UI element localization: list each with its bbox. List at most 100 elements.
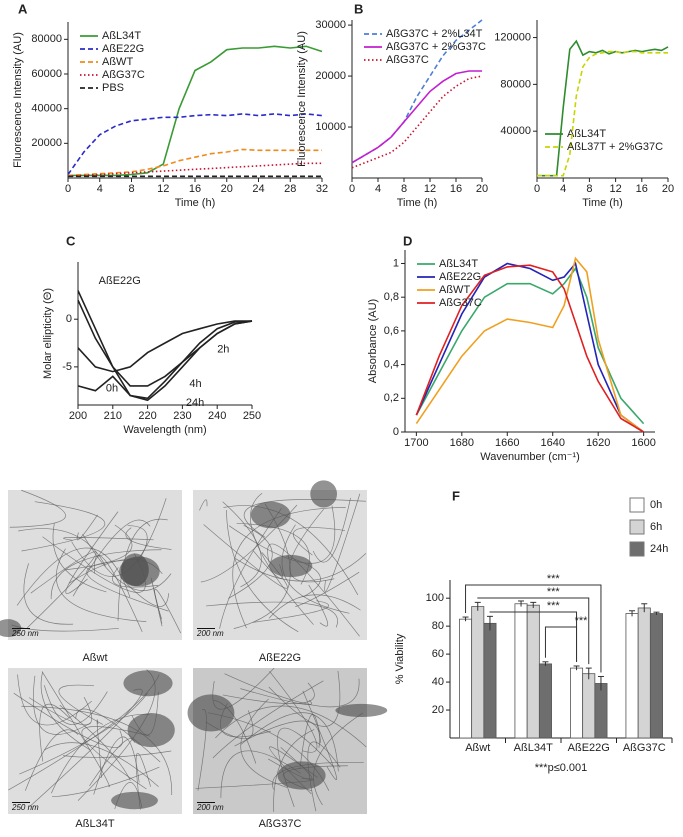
x-tick-label: 24 — [252, 183, 264, 195]
fibril — [235, 553, 367, 582]
x-tick-label: 28 — [284, 183, 296, 195]
fibril — [240, 712, 339, 772]
bar — [649, 613, 663, 739]
legend-label: AßL34T — [102, 30, 141, 42]
fibril — [52, 766, 160, 798]
y-tick-label: 10000 — [315, 121, 346, 133]
fibril — [267, 747, 313, 781]
fibril — [81, 726, 151, 790]
fibril — [199, 499, 208, 511]
y-tick-label: 0 — [393, 426, 399, 438]
fibril — [77, 669, 156, 801]
x-tick-label: 4 — [375, 183, 381, 195]
series-line — [67, 113, 323, 175]
y-tick-label: 40 — [432, 676, 444, 688]
fibril — [219, 703, 271, 738]
y-tick-label: 80000 — [500, 78, 531, 90]
fibril — [112, 567, 159, 588]
bar — [471, 606, 485, 739]
fibril — [131, 691, 159, 736]
y-tick-label: 100 — [426, 592, 444, 604]
bar — [570, 667, 584, 739]
series-line — [537, 50, 668, 177]
y-tick-label: 80000 — [31, 33, 62, 45]
series-line — [351, 75, 483, 169]
fibril — [23, 563, 74, 625]
x-tick-label: 1620 — [586, 437, 610, 449]
fibril — [33, 675, 92, 735]
x-tick-label: 16 — [450, 183, 462, 195]
fibril — [65, 524, 133, 571]
x-axis-label: Time (h) — [582, 197, 623, 209]
y-tick-label: 0,4 — [384, 358, 399, 370]
x-axis-label: Time (h) — [397, 197, 438, 209]
legend-label: AßG37C + 2%L34T — [386, 28, 483, 40]
fibril — [215, 705, 367, 748]
fibril — [312, 497, 351, 563]
bar — [538, 663, 552, 739]
y-tick-label: 40000 — [500, 125, 531, 137]
stain-blob — [127, 712, 175, 748]
bar — [582, 673, 596, 739]
x-tick-label: 20 — [662, 183, 674, 195]
legend-label: AßE22G — [102, 43, 144, 55]
x-tick-label: 8 — [128, 183, 134, 195]
legend-swatch — [629, 519, 645, 535]
fibril — [252, 600, 329, 623]
legend-label: AßG37C — [439, 297, 482, 309]
panel-label: F — [452, 488, 460, 503]
footnote: ***p≤0.001 — [535, 762, 588, 774]
y-tick-label: 0 — [66, 313, 72, 325]
fibril — [268, 594, 361, 619]
fibril — [9, 489, 66, 528]
fibril — [68, 558, 163, 584]
fibril — [93, 736, 140, 795]
fibril — [43, 742, 159, 788]
x-tick-label: 230 — [173, 410, 191, 422]
series-line — [68, 45, 323, 177]
fibril — [207, 712, 330, 791]
x-tick-label: 1660 — [495, 437, 519, 449]
x-tick-label: AßL34T — [514, 742, 553, 754]
scale-label: 200 nm — [196, 803, 224, 812]
series-line — [77, 290, 253, 402]
legend-label: 6h — [650, 521, 662, 533]
y-tick-label: 120000 — [494, 31, 531, 43]
legend-label: AßL37T + 2%G37C — [567, 141, 663, 153]
panel-label: A — [18, 1, 28, 16]
x-tick-label: 0 — [349, 183, 355, 195]
fibril — [250, 492, 314, 625]
fibril — [75, 708, 161, 763]
legend-label: 0h — [650, 499, 662, 511]
fibril — [114, 782, 143, 810]
x-tick-label: 1680 — [450, 437, 474, 449]
image-caption: AßG37C — [259, 818, 302, 830]
fibril — [219, 508, 282, 629]
panel-label: B — [354, 1, 363, 16]
y-axis-label: % Viability — [394, 633, 406, 684]
x-axis-label: Wavenumber (cm⁻¹) — [480, 451, 580, 463]
y-tick-label: -5 — [62, 361, 72, 373]
series-line — [67, 162, 322, 178]
significance-mark: *** — [547, 600, 561, 612]
series-line — [415, 264, 645, 433]
fibril — [236, 523, 310, 585]
bar — [526, 604, 540, 739]
y-tick-label: 20 — [432, 704, 444, 716]
bar — [625, 613, 639, 739]
legend-label: AßG37C — [386, 54, 429, 66]
fibril — [222, 501, 262, 588]
series-line — [415, 256, 645, 433]
fibril — [283, 765, 348, 792]
fibril — [240, 688, 312, 705]
fibril — [292, 527, 346, 556]
fibril — [226, 510, 299, 633]
significance-bracket — [465, 584, 602, 673]
fibril — [43, 685, 108, 725]
fibril — [205, 710, 254, 740]
x-tick-label: AßE22G — [568, 742, 610, 754]
legend-label: AßG37C — [102, 69, 145, 81]
fibril — [240, 698, 288, 788]
fibril — [269, 671, 318, 753]
